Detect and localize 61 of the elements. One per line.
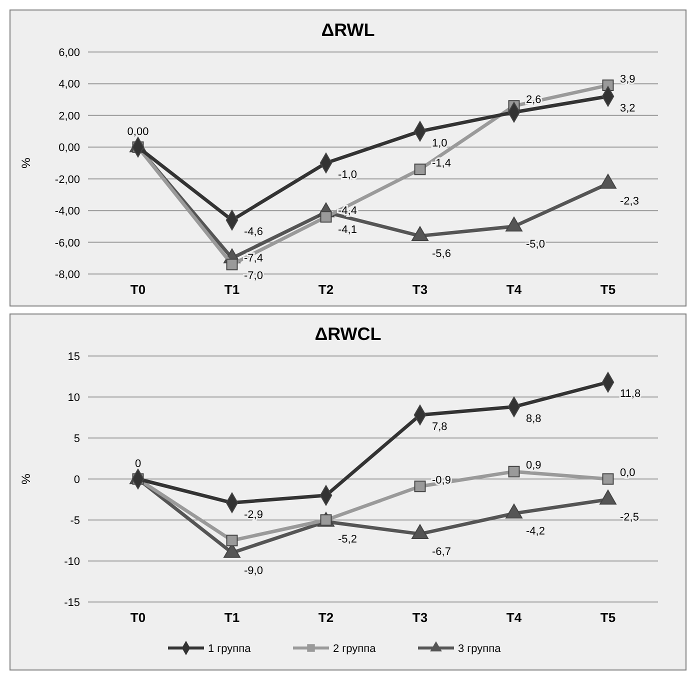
- x-tick-label: T5: [600, 610, 616, 625]
- data-label: -5,2: [338, 534, 357, 546]
- x-tick-label: T5: [600, 282, 616, 297]
- y-tick-label: 6,00: [58, 47, 80, 59]
- x-tick-label: T1: [224, 610, 240, 625]
- x-tick-label: T2: [318, 282, 334, 297]
- data-label: 2,6: [526, 94, 542, 106]
- data-label: -9,0: [244, 564, 263, 577]
- x-tick-label: T4: [506, 610, 522, 625]
- data-label: -6,7: [432, 546, 451, 558]
- x-tick-label: T0: [130, 282, 146, 297]
- data-label: -1,4: [432, 157, 451, 170]
- data-label: 3,9: [620, 73, 636, 86]
- data-label: -2,3: [620, 196, 639, 208]
- y-tick-label: -10: [64, 556, 80, 568]
- data-label: 7,8: [432, 421, 448, 434]
- data-label: 1,0: [432, 137, 448, 150]
- x-tick-label: T4: [506, 282, 522, 297]
- legend-label: 3 группа: [458, 643, 502, 655]
- data-label: -4,6: [244, 226, 263, 238]
- y-tick-label: 4,00: [58, 78, 80, 91]
- data-label: -5,6: [432, 248, 451, 260]
- data-label: 11,8: [620, 388, 641, 400]
- y-tick-label: 0,00: [58, 142, 80, 154]
- y-tick-label: -4,00: [54, 206, 80, 218]
- data-label: 0,9: [526, 460, 542, 472]
- chart-title: ΔRWL: [321, 20, 375, 40]
- y-tick-label: 0: [74, 474, 80, 486]
- data-label: -4,2: [526, 525, 545, 538]
- y-axis-title: %: [19, 473, 33, 484]
- y-tick-label: -5: [70, 515, 80, 527]
- data-label: -2,9: [244, 508, 263, 521]
- data-label: -2,5: [620, 512, 639, 524]
- data-label: -7,0: [244, 270, 263, 282]
- data-label: -7,4: [244, 252, 263, 264]
- y-tick-label: -2,00: [54, 174, 80, 186]
- data-label: 0: [134, 458, 142, 470]
- y-tick-label: 2,00: [58, 110, 80, 122]
- y-tick-label: -6,00: [54, 237, 80, 250]
- legend-label: 2 группа: [333, 643, 377, 655]
- y-tick-label: 10: [68, 392, 80, 404]
- legend-label: 1 группа: [208, 643, 252, 655]
- x-tick-label: T3: [412, 610, 428, 625]
- x-tick-label: T1: [224, 282, 240, 297]
- data-label: 0,0: [620, 467, 636, 479]
- x-tick-label: T2: [318, 610, 334, 625]
- data-label: 8,8: [526, 412, 542, 425]
- y-tick-label: -15: [64, 597, 80, 609]
- y-tick-label: -8,00: [54, 269, 80, 281]
- data-label: -5,0: [526, 238, 545, 250]
- y-tick-label: 5: [74, 433, 80, 445]
- data-label: -4,4: [338, 204, 357, 217]
- y-tick-label: 15: [68, 351, 80, 363]
- data-label: -4,1: [338, 224, 357, 236]
- data-label: 0,00: [127, 126, 149, 138]
- data-label: -1,0: [338, 169, 357, 181]
- y-axis-title: %: [19, 157, 33, 168]
- data-label: 3,2: [620, 102, 636, 114]
- x-tick-label: T0: [130, 610, 146, 625]
- chart-title: ΔRWCL: [314, 324, 382, 344]
- x-tick-label: T3: [412, 282, 428, 297]
